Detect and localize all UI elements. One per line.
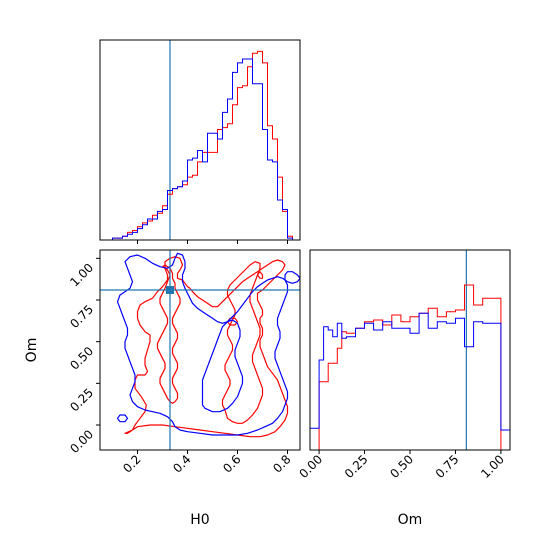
H0-tick-label: 0.6 [220, 452, 243, 475]
axes-frame-hist-h0 [99, 39, 301, 241]
axes-frame-hist-om [309, 249, 511, 451]
Om_x-tick-label: 0.50 [387, 452, 416, 481]
panel-hist-h0 [99, 39, 301, 244]
xlabel-h0: H0 [190, 512, 209, 528]
contours [116, 252, 300, 438]
hist-om-series_a [310, 284, 510, 451]
hist-h0-series_b [107, 58, 298, 241]
Om_y-tick-label: 1.00 [67, 261, 96, 290]
hist-om-series_b [309, 312, 511, 450]
Om_x-tick-label: 0.25 [342, 452, 371, 481]
contour-series_b-1 [116, 252, 300, 436]
contour-series_a-3 [226, 317, 239, 326]
xlabel-om: Om [398, 512, 423, 528]
panel-scatter-h0-om: 0.2 0.4 0.6 0.8 0.00 0.25 0.50 0.75 1.00 [67, 249, 301, 476]
Om_y-tick-label: 0.25 [67, 386, 96, 415]
H0-tick-label: 0.4 [170, 452, 193, 475]
truth-marker [166, 286, 174, 294]
H0-tick-label: 0.8 [270, 452, 293, 475]
panel-hist-om: 0.00 0.25 0.50 0.75 1.00 [296, 249, 511, 481]
Om_y-tick-label: 0.50 [67, 344, 96, 373]
axes-frame-scatter [99, 249, 301, 451]
H0-tick-label: 0.2 [120, 452, 143, 475]
Om_x-tick-label: 1.00 [478, 452, 507, 481]
hist-h0-series_a [107, 50, 298, 241]
contour-series_b-2 [201, 319, 244, 413]
contour-series_a-1 [156, 264, 181, 404]
contour-series_b-0 [116, 414, 129, 423]
contour-series_a-4 [256, 271, 264, 279]
contour-series_a-0 [124, 256, 289, 438]
ylabel-om: Om [24, 338, 40, 363]
Om_y-tick-label: 0.00 [67, 427, 96, 456]
Om_x-tick-label: 0.00 [296, 452, 325, 481]
Om_y-tick-label: 0.75 [67, 302, 96, 331]
Om_x-tick-label: 0.75 [433, 452, 462, 481]
contour-series_a-2 [221, 261, 264, 424]
